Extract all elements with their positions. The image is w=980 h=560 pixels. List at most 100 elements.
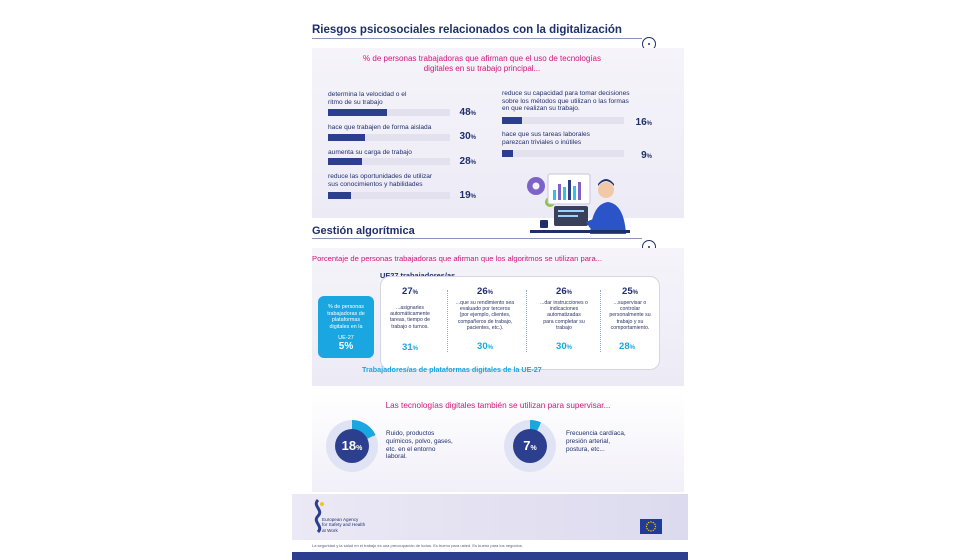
monitor-desc-line: postura, etc... — [566, 445, 605, 453]
risk-value-number: 28 — [459, 156, 471, 167]
monitor-donut-center: 7% — [513, 429, 547, 463]
risk-value-number: 48 — [459, 107, 471, 118]
risk-value-unit: % — [646, 121, 652, 127]
section1-panel — [312, 48, 684, 218]
platform-value-unit: % — [487, 345, 493, 351]
algorithm-use-desc-line: tareas, tiempo de — [389, 317, 431, 324]
platform-value-number: 28 — [619, 341, 630, 352]
risk-item-label: hace que sus tareas laborales parezcan t… — [502, 131, 590, 146]
risk-item-label-line: reduce las oportunidades de utilizar — [328, 173, 433, 180]
risk-value-number: 30 — [459, 131, 471, 142]
section2-title: Gestión algorítmica — [312, 225, 415, 237]
algorithm-use-desc-line: automatizadas — [547, 312, 581, 319]
algorithm-use-desc-line: ...que su rendimiento sea — [455, 300, 515, 306]
platform-label: Trabajadores/as de plataformas digitales… — [362, 365, 542, 374]
platform-callout-text: % de personas trabajadoras de plataforma… — [318, 304, 374, 330]
eu-flag-star — [654, 523, 656, 525]
eu-flag-star — [648, 521, 650, 524]
risk-item-label-line: ritmo de su trabajo — [328, 98, 383, 106]
algorithm-use-desc-line: indicaciones — [549, 306, 579, 313]
eu-flag-star — [648, 529, 650, 532]
risk-bar — [328, 134, 365, 141]
risk-value-number: 9 — [641, 150, 647, 161]
risk-bar-track — [328, 192, 450, 199]
risk-item-label-line: sobre los métodos que utilizan o las for… — [502, 97, 629, 105]
infographic-poster: Riesgos psicosociales relacionados con l… — [290, 0, 690, 560]
eu-flag-star — [650, 521, 652, 523]
platform-callout-line: digitales en la — [329, 323, 363, 330]
risk-value-unit: % — [470, 194, 476, 200]
algorithm-use-desc-line: ...supervisar o — [613, 300, 647, 306]
eu27-value-unit: % — [632, 290, 638, 296]
eu-flag-icon — [640, 519, 662, 534]
footer-band — [292, 494, 688, 540]
eu27-label: UE27 trabajadores/as — [380, 271, 455, 280]
risk-item-label-line: hace que trabajen de forma aislada — [328, 124, 432, 131]
platform-callout: % de personas trabajadoras de plataforma… — [318, 296, 374, 358]
eu27-value-unit: % — [487, 290, 493, 296]
section1-subtitle-line2: digitales en su trabajo principal... — [423, 64, 541, 73]
monitor-value-number: 7 — [523, 438, 531, 453]
risk-item-label: aumenta su carga de trabajo — [328, 149, 412, 157]
eu-flag-star — [646, 523, 648, 525]
risk-bar — [328, 109, 387, 116]
risk-item-label-line: determina la velocidad o el — [328, 91, 407, 98]
risk-value: 28% — [440, 156, 476, 167]
eu27-value: 27% — [380, 286, 440, 297]
platform-value: 31% — [380, 342, 440, 353]
algorithm-use-desc-line: comportamiento. — [610, 324, 650, 331]
monitor-donut-center: 18% — [335, 429, 369, 463]
eu-flag-star — [646, 528, 648, 530]
platform-value: 28% — [597, 341, 657, 352]
platform-value-number: 30 — [556, 341, 567, 352]
worker-laptop-illustration-icon — [527, 173, 630, 234]
eu-flag-star — [654, 525, 657, 528]
section1-subtitle-line1: % de personas trabajadoras que afirman q… — [363, 54, 601, 63]
algorithm-use-desc-line: ...asignarles — [396, 305, 424, 311]
monitor-donut: 18% — [326, 420, 378, 472]
eu27-value: 26% — [534, 286, 594, 297]
risk-bar — [328, 192, 352, 199]
algorithm-use-desc: ...dar instrucciones o indicaciones auto… — [531, 300, 597, 331]
risk-value-unit: % — [470, 135, 476, 141]
platform-value-unit: % — [412, 346, 418, 352]
algorithm-use-desc-line: trabajo — [556, 324, 572, 331]
algorithm-use-desc: ...que su rendimiento sea evaluado por t… — [452, 300, 518, 331]
section2-subtitle: Porcentaje de personas trabajadoras que … — [312, 254, 602, 263]
algorithm-use-desc-line: evaluado por terceros — [459, 306, 511, 313]
platform-callout-region: UE-27 — [338, 335, 354, 342]
algorithm-use-desc: ...asignarles automáticamente tareas, ti… — [377, 305, 443, 330]
platform-value-number: 30 — [477, 341, 488, 352]
eu27-value: 26% — [455, 286, 515, 297]
footer-tagline: La seguridad y la salud en el trabajo es… — [312, 543, 523, 548]
algorithm-use-desc-line: controlar — [619, 306, 641, 313]
algorithm-use-desc-line: pacientes, etc.). — [466, 324, 504, 331]
monitor-value-number: 18 — [341, 438, 357, 453]
risk-value: 16% — [616, 117, 652, 128]
risk-value: 19% — [440, 190, 476, 201]
algorithm-use-desc-line: para completar su — [543, 318, 585, 325]
eu-flag-star — [650, 530, 652, 532]
section2-rule — [312, 238, 642, 239]
risk-value-number: 19 — [459, 190, 471, 201]
platform-callout-value: 5% — [338, 341, 354, 353]
risk-item-label: determina la velocidad o el ritmo de su … — [328, 91, 406, 106]
eu27-value-unit: % — [566, 290, 572, 296]
risk-bar-track — [328, 109, 450, 116]
risk-value: 9% — [616, 150, 652, 161]
risk-bar — [328, 158, 363, 165]
monitor-value-unit: % — [356, 445, 363, 452]
risk-bar-track — [328, 158, 450, 165]
column-divider — [600, 290, 601, 352]
agency-name: European Agency for Safety and Health at… — [322, 517, 365, 533]
risk-item-label-line: aumenta su carga de trabajo — [328, 149, 412, 156]
risk-item-label: hace que trabajen de forma aislada — [328, 124, 431, 132]
platform-value-number: 31 — [402, 342, 413, 353]
eu-flag-star — [652, 529, 654, 532]
section1-subtitle: % de personas trabajadoras que afirman q… — [312, 54, 652, 74]
platform-value: 30% — [534, 341, 594, 352]
algorithm-use-desc-line: (por ejemplo, clientes, — [459, 312, 511, 319]
eu27-value-unit: % — [412, 290, 418, 296]
column-divider — [526, 290, 527, 352]
risk-item-label: reduce su capacidad para tomar decisione… — [502, 90, 630, 113]
